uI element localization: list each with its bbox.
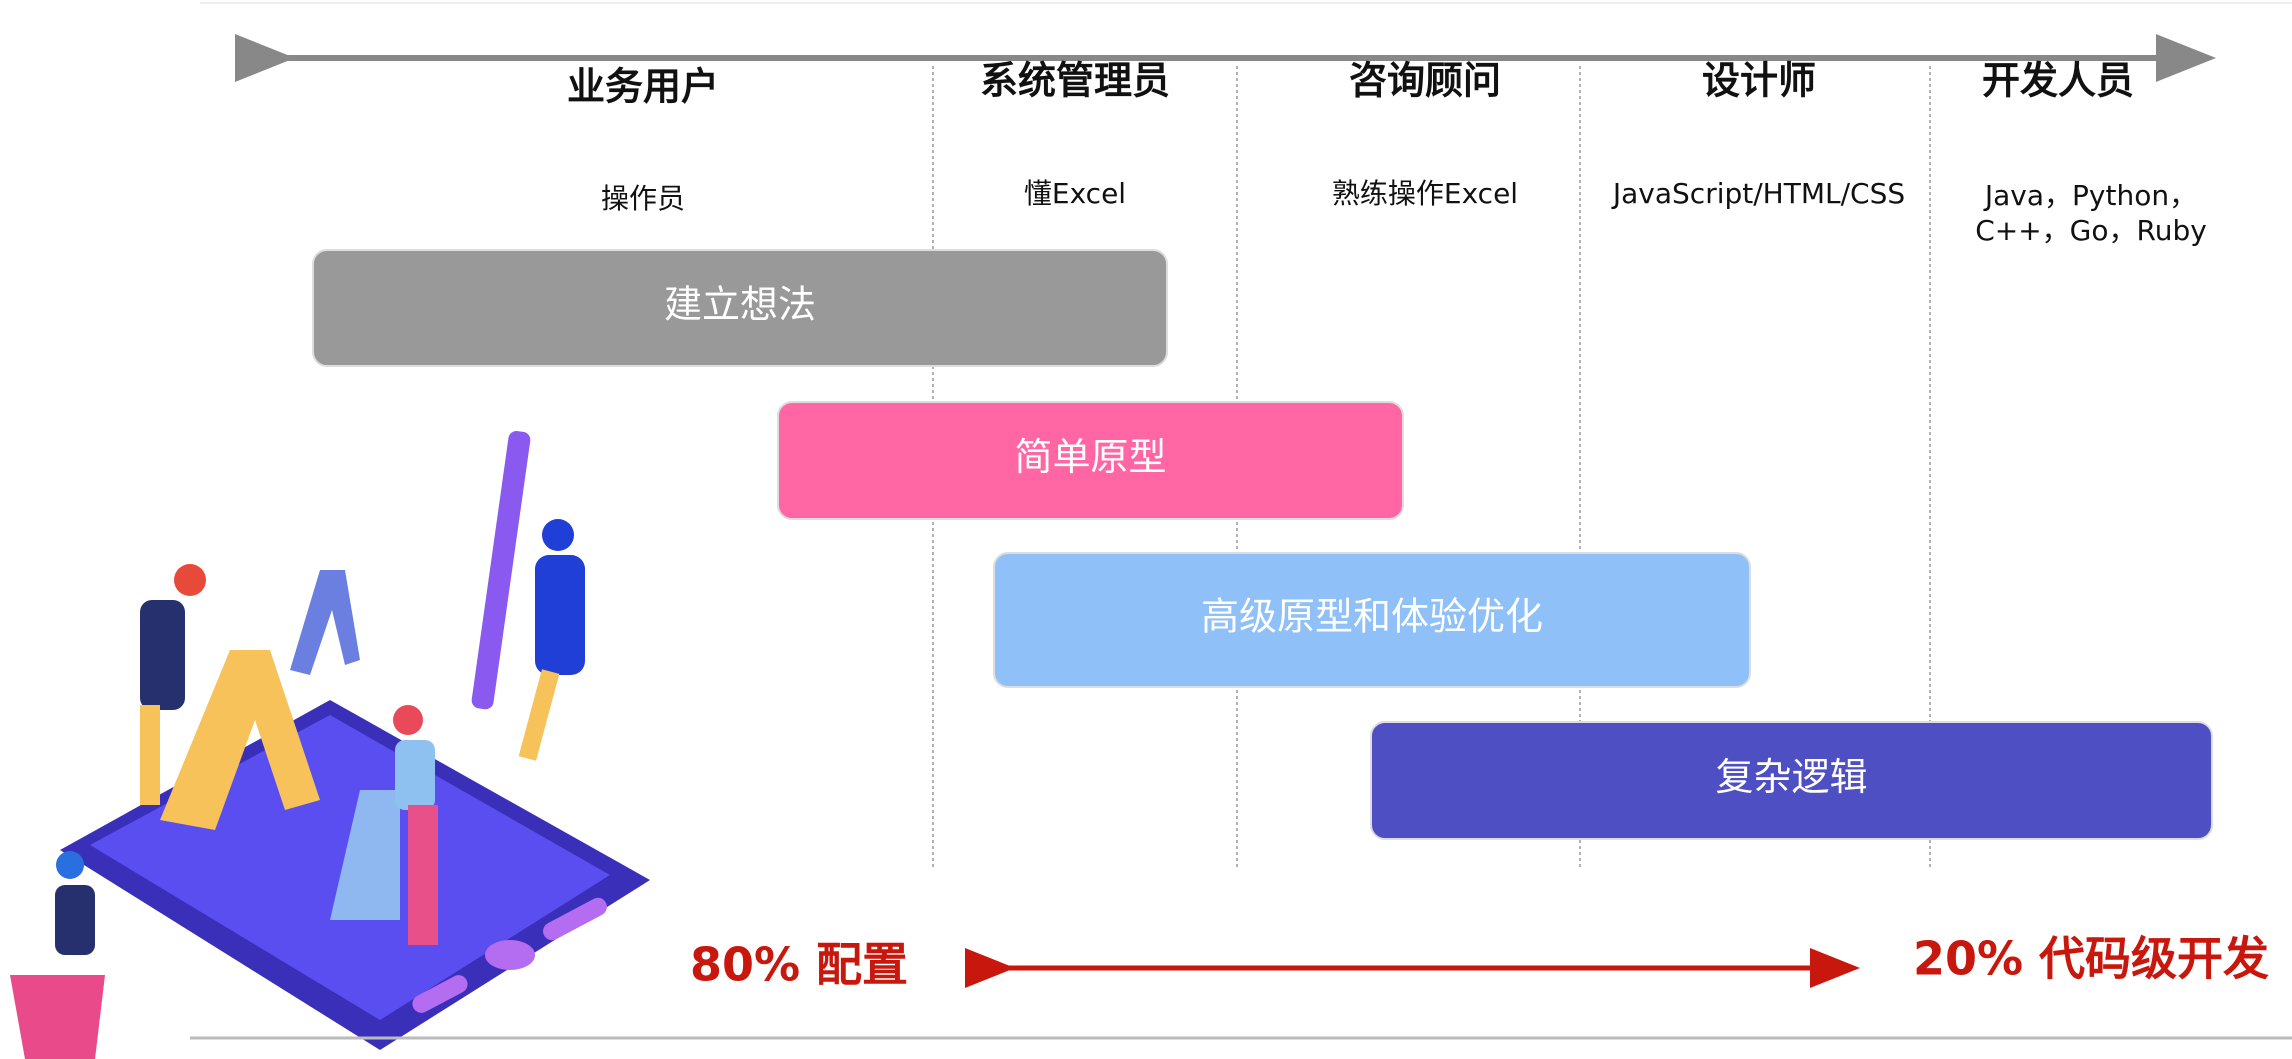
column-title: 业务用户	[567, 64, 719, 109]
stage-label: 复杂逻辑	[1715, 755, 1867, 799]
stage-bar	[1370, 721, 2213, 840]
column-title: 咨询顾问	[1349, 58, 1501, 103]
illustration	[10, 431, 2292, 1059]
skill-text: 懂Excel	[1024, 177, 1126, 210]
skill-text: Java，Python，	[1983, 179, 2197, 212]
skill-text: C++，Go，Ruby	[1975, 214, 2207, 247]
column-title: 系统管理员	[980, 58, 1170, 103]
config-label: 80% 配置	[690, 938, 908, 992]
stage-label: 建立想法	[664, 283, 816, 327]
column-title: 开发人员	[1982, 58, 2134, 103]
skill-text: 操作员	[601, 182, 685, 215]
stage-bar	[312, 249, 1168, 367]
column-title: 设计师	[1702, 58, 1816, 103]
stage-label: 高级原型和体验优化	[1201, 595, 1543, 639]
stage-label: 简单原型	[1014, 435, 1166, 479]
skill-text: JavaScript/HTML/CSS	[1611, 177, 1905, 210]
skill-text: 熟练操作Excel	[1332, 177, 1518, 210]
code-label: 20% 代码级开发	[1913, 932, 2269, 986]
stage-bar	[777, 401, 1404, 520]
stage-bar	[993, 552, 1751, 688]
